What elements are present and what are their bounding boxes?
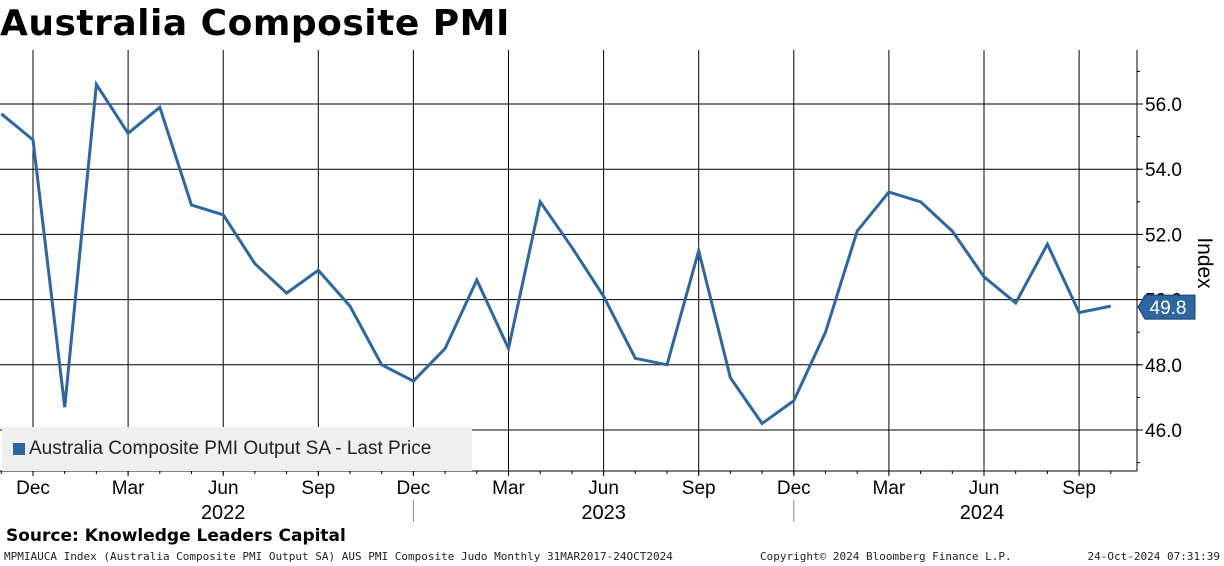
x-year-label: 2024 <box>960 502 1005 524</box>
last-price-marker: 49.8 <box>1137 294 1196 320</box>
x-tick-label: Sep <box>301 478 335 499</box>
last-price-value: 49.8 <box>1150 298 1187 319</box>
footer-timestamp: 24-Oct-2024 07:31:39 <box>1087 550 1220 563</box>
y-tick-label: 46.0 <box>1145 421 1182 442</box>
x-tick-label: Jun <box>588 478 619 499</box>
series-line <box>0 79 1112 426</box>
x-tick-label: Mar <box>112 478 145 499</box>
legend-label: Australia Composite PMI Output SA - Last… <box>29 438 432 459</box>
x-tick-label: Mar <box>492 478 525 499</box>
series-layer <box>0 79 1112 426</box>
footer-copyright: Copyright© 2024 Bloomberg Finance L.P. <box>760 550 1012 563</box>
x-tick-label: Dec <box>16 478 50 499</box>
x-tick-label: Sep <box>682 478 716 499</box>
x-tick-label: Jun <box>969 478 1000 499</box>
source-note: Source: Knowledge Leaders Capital <box>6 526 346 546</box>
x-tick-label: Dec <box>777 478 811 499</box>
y-tick-label: 54.0 <box>1145 160 1182 181</box>
y-axis: 46.048.050.052.054.056.0 <box>1136 50 1182 471</box>
x-axis: Dec Mar Jun Sep Dec Mar Jun Sep Dec Mar Jun Sep 2022… <box>0 470 1137 524</box>
y-tick-label: 48.0 <box>1145 356 1182 377</box>
x-tick-label: Dec <box>397 478 431 499</box>
x-year-label: 2022 <box>201 502 246 524</box>
x-year-label: 2023 <box>581 502 626 524</box>
x-tick-label: Jun <box>208 478 239 499</box>
y-tick-label: 56.0 <box>1145 95 1182 116</box>
legend-swatch <box>13 443 25 455</box>
chart-title: Australia Composite PMI <box>0 3 510 44</box>
legend: Australia Composite PMI Output SA - Last… <box>2 427 472 471</box>
last-price-tag <box>1137 294 1196 320</box>
footer-ticker-info: MPMIAUCA Index (Australia Composite PMI … <box>4 550 673 563</box>
y-axis-title: Index <box>1193 237 1216 289</box>
grid-lines <box>0 50 1137 471</box>
x-tick-label: Sep <box>1062 478 1096 499</box>
y-tick-label: 52.0 <box>1145 225 1182 246</box>
x-tick-label: Mar <box>873 478 906 499</box>
